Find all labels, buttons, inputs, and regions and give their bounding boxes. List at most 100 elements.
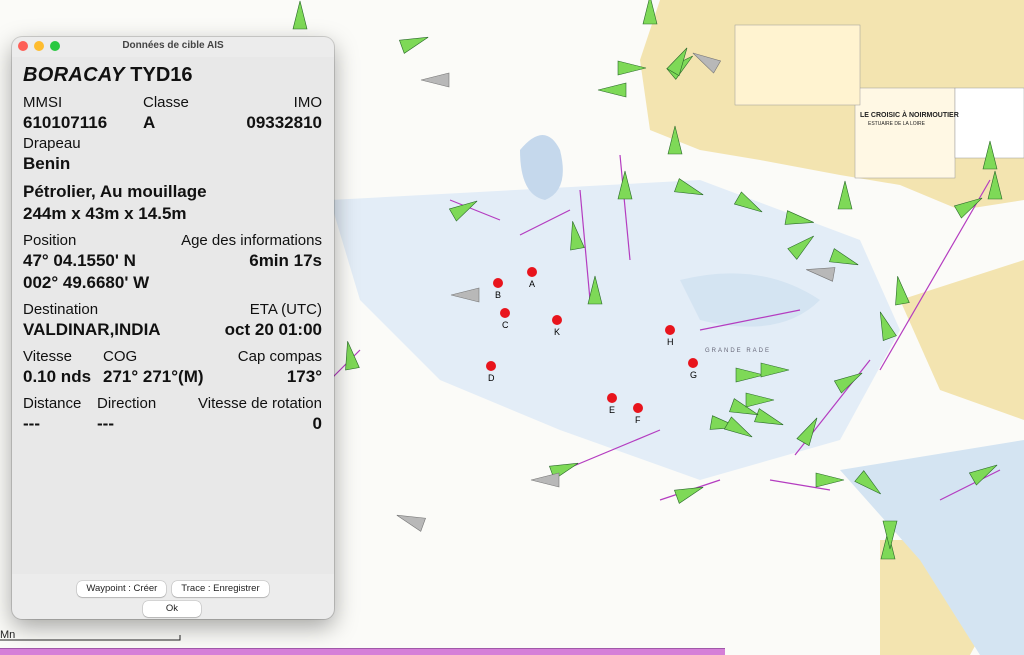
zoom-button[interactable] — [50, 41, 60, 51]
minimize-button[interactable] — [34, 41, 44, 51]
bottom-status-bar — [0, 648, 725, 655]
mmsi-label: MMSI — [23, 94, 63, 111]
ais-target-ship[interactable] — [666, 44, 693, 77]
cog-value: 271° 271°(M) — [103, 367, 204, 386]
marker-g[interactable] — [688, 358, 698, 368]
imo-label: IMO — [293, 94, 322, 111]
ais-target-ship[interactable] — [953, 192, 985, 219]
ais-target-ship[interactable] — [815, 472, 845, 488]
ais-target-ship[interactable] — [587, 275, 603, 305]
ais-target-ship[interactable] — [617, 60, 647, 76]
marker-a[interactable] — [527, 267, 537, 277]
land-east — [900, 260, 1024, 420]
direction-label: Direction — [97, 395, 157, 412]
type-status: Pétrolier, Au mouillage — [23, 182, 207, 201]
marker-b[interactable] — [493, 278, 503, 288]
position-label: Position — [23, 232, 77, 249]
ais-target-ship[interactable] — [617, 170, 633, 200]
callsign: TYD16 — [130, 64, 193, 86]
ais-target-ship[interactable] — [674, 178, 705, 202]
ais-target-ship[interactable] — [833, 367, 865, 394]
create-waypoint-button[interactable]: Waypoint : Créer — [77, 581, 167, 597]
record-track-button[interactable]: Trace : Enregistrer — [172, 581, 269, 597]
ais-target-dialog: Données de cible AIS BORACAY TYD16 MMSI C… — [12, 37, 334, 619]
direction-value: --- — [97, 414, 114, 433]
age-label: Age des informations — [181, 232, 322, 249]
dimensions: 244m x 43m x 14.5m — [23, 204, 187, 223]
ais-target-ship[interactable] — [754, 408, 785, 432]
ais-target-ship[interactable] — [733, 191, 765, 218]
cog-label: COG — [103, 348, 138, 365]
marker-label: E — [609, 405, 615, 415]
flag-value: Benin — [23, 154, 71, 173]
chart-subtitle: ESTUAIRE DE LA LOIRE — [868, 121, 926, 127]
ais-target-ship[interactable] — [723, 416, 755, 443]
distance-value: --- — [23, 414, 40, 433]
heading-value: 173° — [286, 367, 322, 386]
marker-k[interactable] — [552, 315, 562, 325]
speed-label: Vitesse — [23, 348, 72, 365]
marker-f[interactable] — [633, 403, 643, 413]
ais-target-lost[interactable] — [420, 72, 450, 88]
ais-target-ship[interactable] — [891, 275, 910, 306]
marker-label: B — [495, 290, 501, 300]
ais-target-ship[interactable] — [667, 125, 683, 155]
ais-target-ship[interactable] — [854, 470, 885, 500]
dialog-title: Données de cible AIS — [122, 40, 224, 51]
speed-value: 0.10 nds — [23, 367, 92, 386]
close-button[interactable] — [18, 41, 28, 51]
ais-target-ship[interactable] — [674, 481, 705, 504]
marker-label: H — [667, 337, 674, 347]
marker-e[interactable] — [607, 393, 617, 403]
class-value: A — [143, 113, 156, 132]
title-bar[interactable]: Données de cible AIS — [12, 37, 334, 57]
ais-target-ship[interactable] — [880, 530, 896, 560]
ais-target-ship[interactable] — [796, 414, 823, 447]
ais-target-ship[interactable] — [829, 248, 860, 272]
ais-target-ship[interactable] — [874, 309, 897, 341]
destination-value: VALDINAR,INDIA — [23, 320, 161, 339]
ais-target-lost[interactable] — [805, 263, 836, 282]
ais-info-panel: BORACAY TYD16 MMSI Classe IMO 610107116 A 09… — [12, 57, 334, 574]
ais-target-lost[interactable] — [450, 287, 480, 303]
marker-d[interactable] — [486, 361, 496, 371]
ais-target-ship[interactable] — [292, 0, 308, 30]
flag-label: Drapeau — [23, 135, 81, 152]
ais-target-ship[interactable] — [987, 170, 1003, 200]
mmsi-value: 610107116 — [23, 113, 108, 132]
ais-target-ship[interactable] — [566, 220, 585, 251]
ais-target-ship[interactable] — [597, 82, 627, 98]
class-label: Classe — [143, 94, 189, 111]
ship-title: BORACAY TYD16 — [23, 63, 322, 87]
marker-h[interactable] — [665, 325, 675, 335]
marker-label: D — [488, 373, 495, 383]
marker-c[interactable] — [500, 308, 510, 318]
area-label: GRANDE RADE — [705, 348, 771, 354]
ais-target-ship[interactable] — [760, 362, 790, 378]
marker-label: C — [502, 320, 509, 330]
ais-target-ship[interactable] — [837, 180, 853, 210]
ais-target-ship[interactable] — [787, 231, 818, 260]
heading-label: Cap compas — [237, 348, 322, 365]
ais-target-ship[interactable] — [399, 31, 430, 54]
ais-target-ship[interactable] — [745, 392, 775, 408]
chart-title: LE CROISIC À NOIRMOUTIER — [860, 110, 959, 119]
ais-target-ship[interactable] — [448, 195, 480, 222]
age-value: 6min 17s — [249, 251, 322, 270]
ais-target-lost[interactable] — [394, 509, 426, 532]
ais-target-ship[interactable] — [982, 140, 998, 170]
destination-label: Destination — [23, 301, 99, 318]
ship-name: BORACAY — [23, 64, 125, 86]
ais-target-lost[interactable] — [689, 47, 722, 74]
ais-target-ship[interactable] — [784, 210, 815, 230]
eta-label: ETA (UTC) — [249, 301, 322, 318]
ais-target-lost[interactable] — [530, 472, 560, 488]
marker-label: G — [690, 370, 697, 380]
ais-target-ship[interactable] — [882, 520, 898, 550]
ais-target-ship[interactable] — [642, 0, 658, 25]
ais-target-ship[interactable] — [341, 340, 360, 371]
marker-label: F — [635, 415, 641, 425]
ais-target-ship[interactable] — [968, 459, 1000, 486]
ok-button[interactable]: Ok — [143, 601, 201, 617]
ais-target-ship[interactable] — [735, 367, 765, 383]
